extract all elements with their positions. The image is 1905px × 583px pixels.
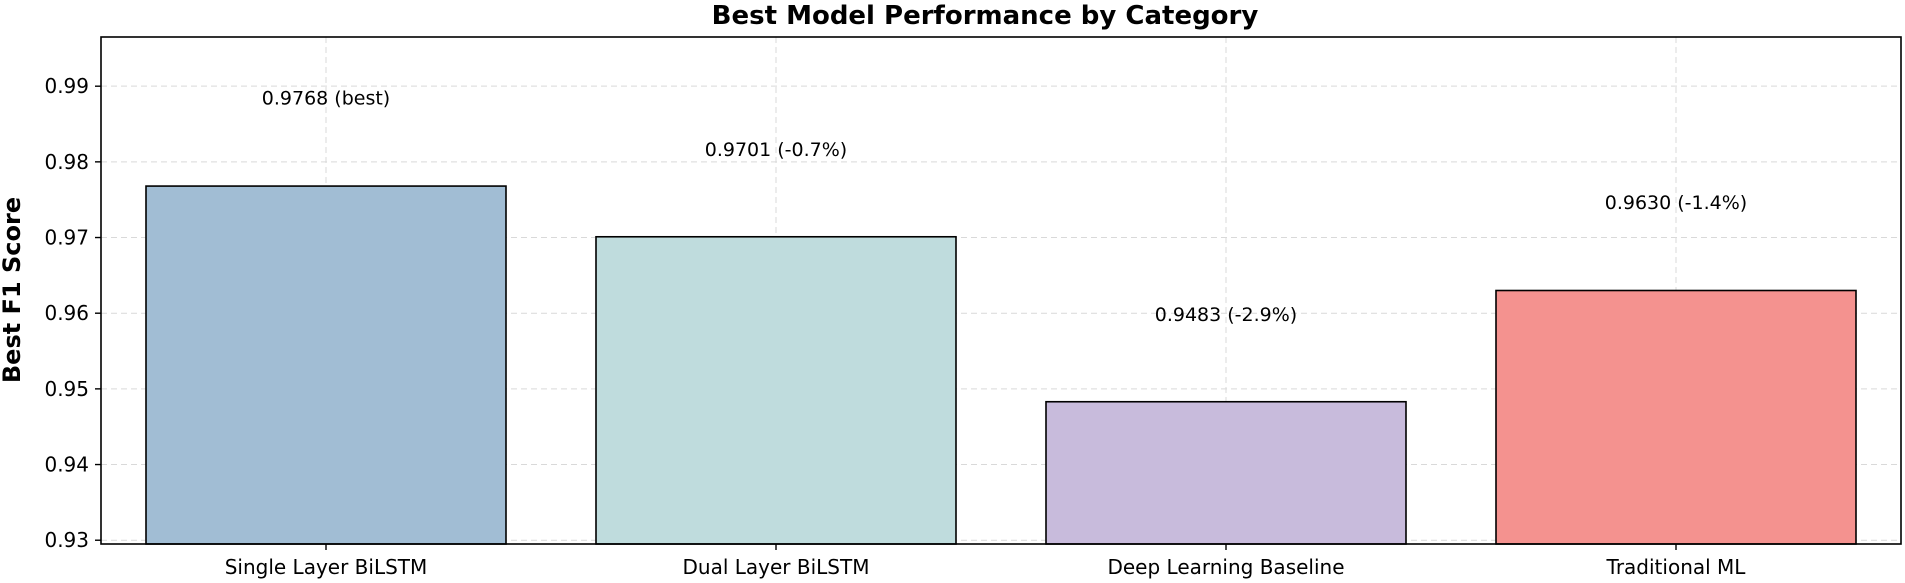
y-tick-label: 0.95 <box>44 377 89 401</box>
y-tick-label: 0.96 <box>44 301 89 325</box>
x-ticks: Single Layer BiLSTM Dual Layer BiLSTM Deep… <box>225 544 1747 579</box>
y-tick-label: 0.98 <box>44 150 89 174</box>
x-tick-label: Dual Layer BiLSTM <box>683 555 870 579</box>
data-label: 0.9768 (best) <box>262 88 390 110</box>
data-label: 0.9630 (-1.4%) <box>1605 192 1747 214</box>
bar <box>1495 289 1857 545</box>
bar <box>595 235 957 545</box>
data-labels: 0.9768 (best) 0.9701 (-0.7%) 0.9483 (-2.9%… <box>262 88 1747 326</box>
bars <box>145 185 1857 545</box>
plot-frame <box>100 36 1902 545</box>
y-tick-label: 0.94 <box>44 453 89 477</box>
y-ticks: 0.93 0.94 0.95 0.96 0.97 0.98 0.99 <box>44 74 101 552</box>
x-tick-label: Single Layer BiLSTM <box>225 555 428 579</box>
data-label: 0.9483 (-2.9%) <box>1155 304 1297 326</box>
y-tick-label: 0.93 <box>44 528 89 552</box>
data-label: 0.9701 (-0.7%) <box>705 139 847 161</box>
y-axis-label: Best F1 Score <box>0 197 26 383</box>
x-tick-label: Deep Learning Baseline <box>1107 555 1344 579</box>
bar <box>1045 400 1407 545</box>
y-tick-label: 0.99 <box>44 74 89 98</box>
x-tick-label: Traditional ML <box>1606 555 1747 579</box>
y-tick-label: 0.97 <box>44 226 89 250</box>
chart-title: Best Model Performance by Category <box>712 1 1259 31</box>
bar <box>145 185 507 545</box>
